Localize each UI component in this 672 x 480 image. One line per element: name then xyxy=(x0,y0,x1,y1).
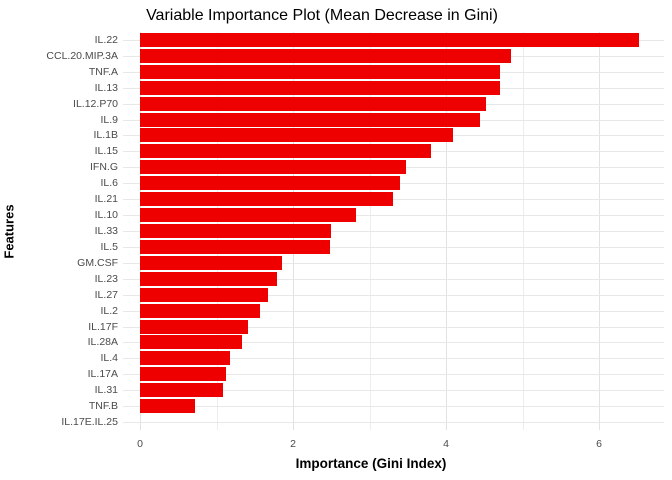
row-gridline xyxy=(123,199,664,201)
y-tick-label-IL.13: IL.13 xyxy=(94,81,118,94)
row-gridline xyxy=(123,326,664,328)
row-gridline xyxy=(123,231,664,232)
row-gridline xyxy=(123,262,664,264)
y-tick-label-IL.17E.IL.25: IL.17E.IL.25 xyxy=(61,416,118,429)
x-tick-label-6: 6 xyxy=(596,438,602,450)
bar-IL.22 xyxy=(140,32,639,47)
y-tick-label-TNF.B: TNF.B xyxy=(88,400,118,413)
y-tick-label-IL.5: IL.5 xyxy=(100,240,118,253)
bar-IL.31 xyxy=(140,383,223,398)
y-tick-label-IL.12.P70: IL.12.P70 xyxy=(73,97,118,110)
y-tick-label-IL.21: IL.21 xyxy=(94,193,118,206)
y-tick-label-IL.23: IL.23 xyxy=(94,272,118,285)
y-tick-label-IL.27: IL.27 xyxy=(94,288,118,301)
row-gridline xyxy=(123,246,664,248)
bar-IL.2 xyxy=(140,303,261,318)
y-tick-label-IL.22: IL.22 xyxy=(94,33,118,46)
bar-IL.15 xyxy=(140,144,431,159)
bar-TNF.A xyxy=(140,64,501,79)
row-gridline xyxy=(123,310,664,312)
y-tick-label-IL.17A: IL.17A xyxy=(87,368,118,381)
y-tick-label-GM.CSF: GM.CSF xyxy=(77,256,118,269)
bar-IL.13 xyxy=(140,80,500,95)
y-tick-label-IL.6: IL.6 xyxy=(100,177,118,190)
bar-IL.5 xyxy=(140,239,330,254)
row-gridline xyxy=(123,374,664,376)
y-tick-label-IL.4: IL.4 xyxy=(100,352,118,365)
bar-IL.33 xyxy=(140,224,332,238)
row-gridline xyxy=(123,406,664,408)
row-gridline xyxy=(123,358,664,360)
y-tick-label-IL.31: IL.31 xyxy=(94,384,118,397)
bar-TNF.B xyxy=(140,399,196,414)
bar-IL.1B xyxy=(140,128,453,143)
bar-IL.12.P70 xyxy=(140,96,486,111)
x-tick-label-0: 0 xyxy=(137,438,143,450)
y-tick-label-IL.10: IL.10 xyxy=(94,209,118,222)
y-tick-label-TNF.A: TNF.A xyxy=(88,65,118,78)
y-tick-label-IL.2: IL.2 xyxy=(100,304,118,317)
y-tick-label-IL.17F: IL.17F xyxy=(88,320,118,333)
y-tick-label-IL.33: IL.33 xyxy=(94,225,118,237)
row-gridline xyxy=(123,342,664,344)
row-gridline xyxy=(123,278,664,280)
bar-IL.17F xyxy=(140,319,248,334)
row-gridline xyxy=(123,294,664,296)
chart-title: Variable Importance Plot (Mean Decrease … xyxy=(146,7,498,24)
bar-IL.9 xyxy=(140,112,480,127)
x-axis-title: Importance (Gini Index) xyxy=(295,456,447,471)
x-tick-label-4: 4 xyxy=(443,438,449,450)
y-tick-label-IL.1B: IL.1B xyxy=(93,129,118,142)
y-tick-label-IFN.G: IFN.G xyxy=(90,161,118,174)
y-tick-label-CCL.20.MIP.3A: CCL.20.MIP.3A xyxy=(46,49,118,62)
bar-CCL.20.MIP.3A xyxy=(140,48,511,63)
x-tick-label-2: 2 xyxy=(290,438,296,450)
bar-IFN.G xyxy=(140,160,407,175)
bar-IL.21 xyxy=(140,192,394,207)
bar-IL.4 xyxy=(140,351,231,366)
y-tick-label-IL.15: IL.15 xyxy=(94,145,118,158)
plot-panel xyxy=(123,32,664,430)
bar-IL.10 xyxy=(140,208,356,223)
y-axis-title: Features xyxy=(1,204,17,259)
y-tick-label-IL.28A: IL.28A xyxy=(87,336,118,349)
y-tick-label-IL.9: IL.9 xyxy=(100,113,118,126)
row-gridline xyxy=(123,215,664,217)
bar-GM.CSF xyxy=(140,255,282,270)
bar-IL.27 xyxy=(140,287,268,302)
bar-IL.23 xyxy=(140,271,277,286)
bar-IL.28A xyxy=(140,335,242,350)
bar-IL.6 xyxy=(140,176,401,191)
row-gridline xyxy=(123,390,664,392)
bar-IL.17A xyxy=(140,367,226,382)
row-gridline xyxy=(123,422,664,424)
